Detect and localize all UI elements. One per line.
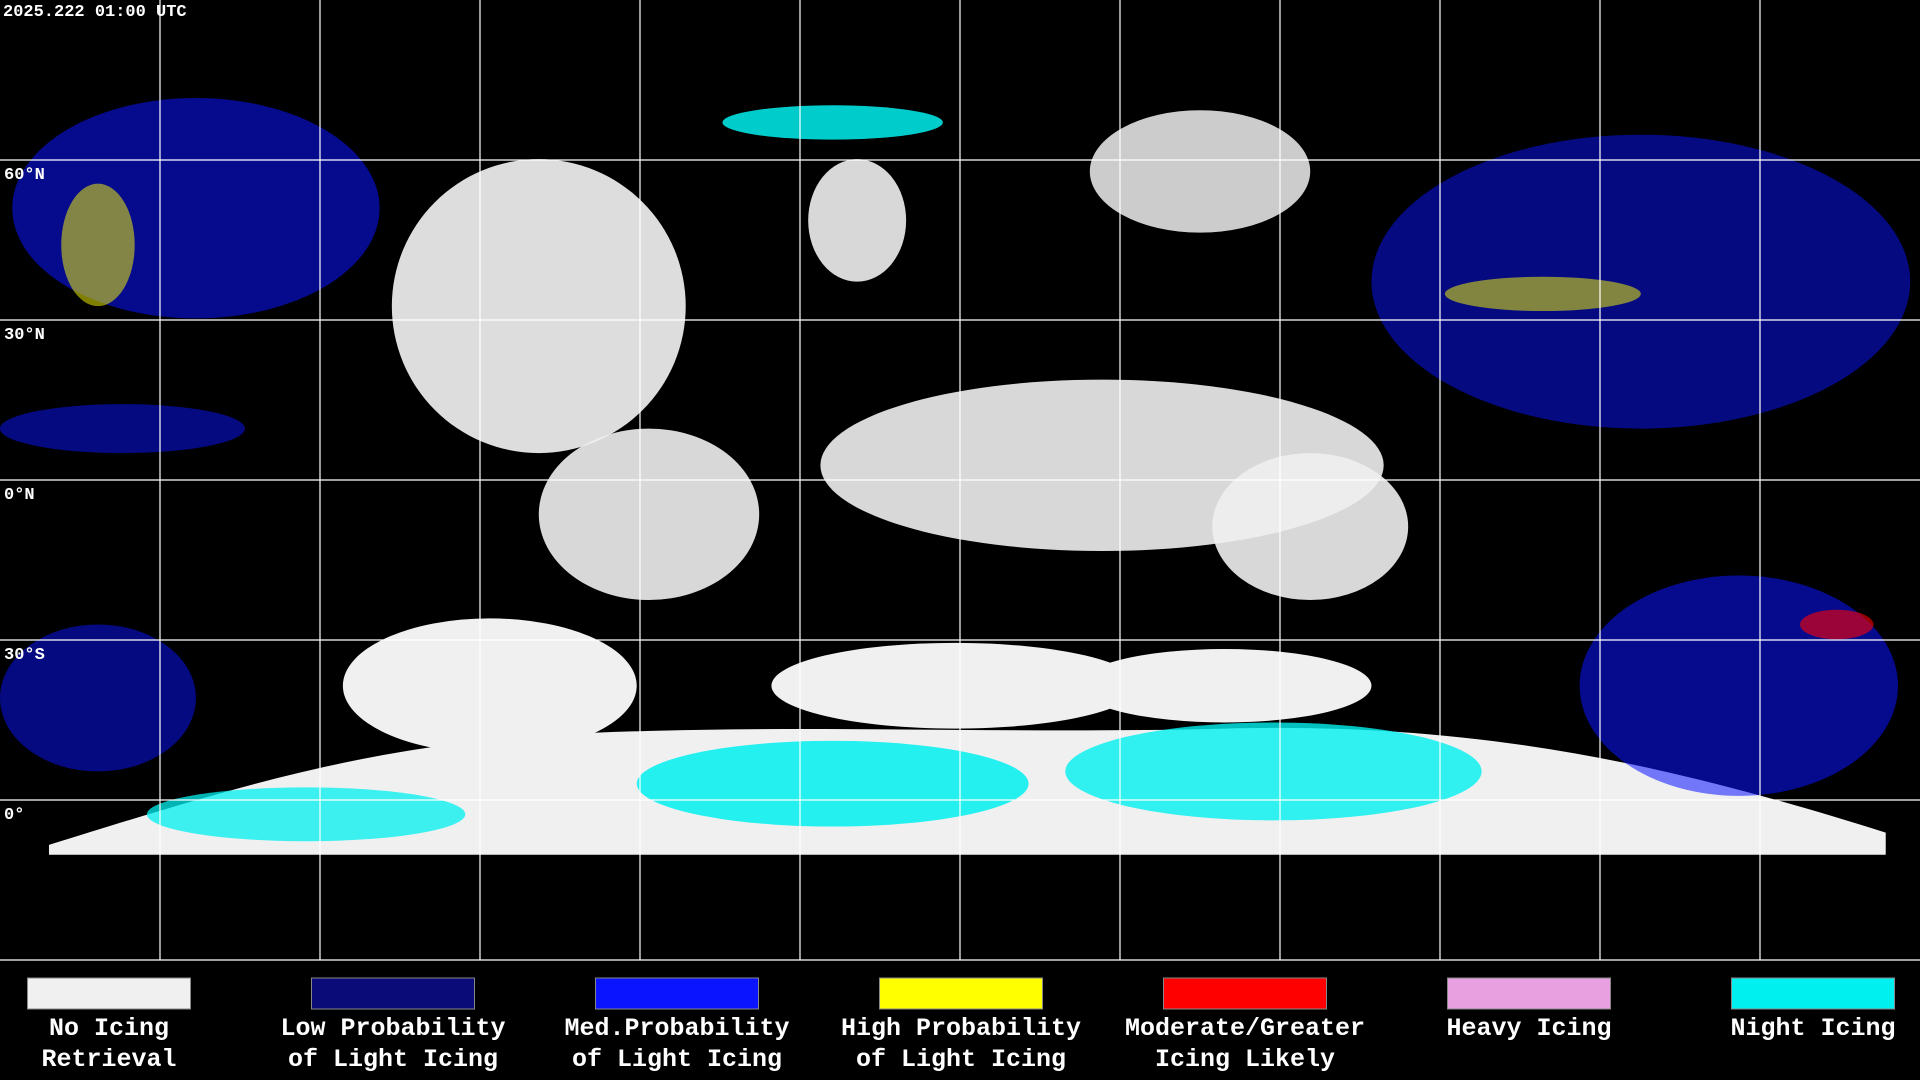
icing-area <box>12 97 380 319</box>
legend-swatch <box>1731 977 1895 1010</box>
legend-label: Med.Probability <box>564 1014 789 1043</box>
icing-area <box>1800 609 1874 640</box>
legend-label: No Icing <box>49 1014 169 1043</box>
latitude-label: 0°N <box>4 486 35 505</box>
icing-area <box>1371 134 1911 429</box>
legend-label: Night Icing <box>1730 1014 1895 1043</box>
legend-label: Heavy Icing <box>1446 1014 1611 1043</box>
cloud-area <box>771 642 1139 729</box>
night-icing-area <box>1065 722 1482 821</box>
cloud-area <box>1089 110 1311 233</box>
latitude-label: 30°S <box>4 646 45 665</box>
cloud-area <box>1212 453 1409 601</box>
legend-swatch <box>879 977 1043 1010</box>
latitude-label: 0° <box>4 806 24 825</box>
icing-area <box>61 183 135 307</box>
icing-area <box>1579 575 1898 796</box>
cloud-area <box>808 159 907 282</box>
latitude-label: 30°N <box>4 326 45 345</box>
legend-label: Moderate/Greater <box>1125 1014 1365 1043</box>
night-icing-area <box>722 105 943 140</box>
cloud-area <box>342 618 637 754</box>
night-icing-area <box>636 740 1029 827</box>
legend-label: High Probability <box>841 1014 1081 1043</box>
graticule <box>0 0 1920 961</box>
legend-swatch <box>1163 977 1327 1010</box>
legend-label: Retrieval <box>41 1045 176 1074</box>
legend-label: of Light Icing <box>288 1045 498 1074</box>
legend-label: Icing Likely <box>1155 1045 1335 1074</box>
legend-swatch <box>27 977 191 1010</box>
timestamp: 2025.222 01:00 UTC <box>3 3 187 22</box>
cloud-area <box>1077 648 1372 723</box>
legend-label: Low Probability <box>280 1014 505 1043</box>
latitude-labels: 60°N 30°N 0°N 30°S 0° <box>4 166 45 825</box>
icing-area <box>0 404 245 454</box>
legend-swatch <box>1447 977 1611 1010</box>
legend-label: of Light Icing <box>856 1045 1066 1074</box>
legend-swatch <box>595 977 759 1010</box>
latitude-label: 60°N <box>4 166 45 185</box>
cloud-area <box>538 428 760 601</box>
legend-swatch <box>311 977 475 1010</box>
icing-area <box>0 624 196 772</box>
night-icing-area <box>146 787 466 842</box>
icing-area <box>1444 276 1641 312</box>
cloud-layer <box>0 97 1911 855</box>
cloud-area <box>391 159 686 454</box>
legend-label: of Light Icing <box>572 1045 782 1074</box>
